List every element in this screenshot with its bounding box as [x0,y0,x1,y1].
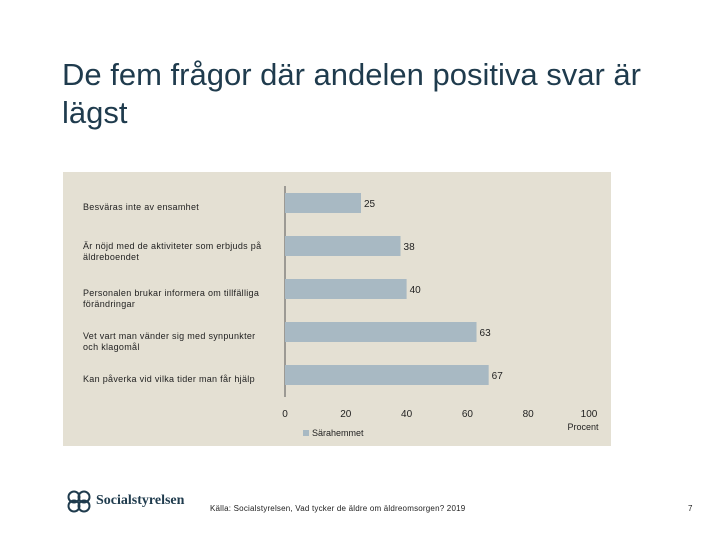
data-label: 25 [364,199,376,210]
data-label: 67 [492,371,504,382]
bar [285,365,489,385]
legend-swatch [303,430,309,436]
category-label: Vet vart man vänder sig med synpunkter o… [83,331,256,352]
data-label: 63 [480,328,492,339]
bar [285,279,407,299]
logo-emblem-icon [67,490,91,513]
legend-label: Särahemmet [312,428,364,438]
chart-panel: Besväras inte av ensamhet Är nöjd med de… [63,172,611,446]
category-label: Är nöjd med de aktiviteter som erbjuds p… [83,241,262,262]
category-label: Personalen brukar informera om tillfälli… [83,288,260,309]
x-tick-label: 100 [581,409,598,420]
x-tick-label: 80 [523,409,535,420]
bar [285,322,477,342]
x-tick-label: 60 [462,409,474,420]
bar-chart: 25 38 40 63 67 0 20 40 60 80 100 Procent Särahemmet [282,186,599,438]
bar [285,193,361,213]
page-number: 7 [688,504,693,513]
data-label: 38 [404,242,416,253]
source-note: Källa: Socialstyrelsen, Vad tycker de äl… [210,504,466,513]
x-tick-label: 0 [282,409,288,420]
data-label: 40 [410,285,422,296]
logo-text: Socialstyrelsen [96,493,185,508]
slide-title: De fem frågor där andelen positiva svar … [62,57,641,130]
category-label: Besväras inte av ensamhet [83,202,200,212]
x-tick-label: 40 [401,409,413,420]
logo: Socialstyrelsen [66,487,184,515]
bar [285,236,401,256]
x-tick-label: 20 [340,409,352,420]
category-label: Kan påverka vid vilka tider man får hjäl… [83,374,255,384]
x-axis-label: Procent [567,422,599,432]
